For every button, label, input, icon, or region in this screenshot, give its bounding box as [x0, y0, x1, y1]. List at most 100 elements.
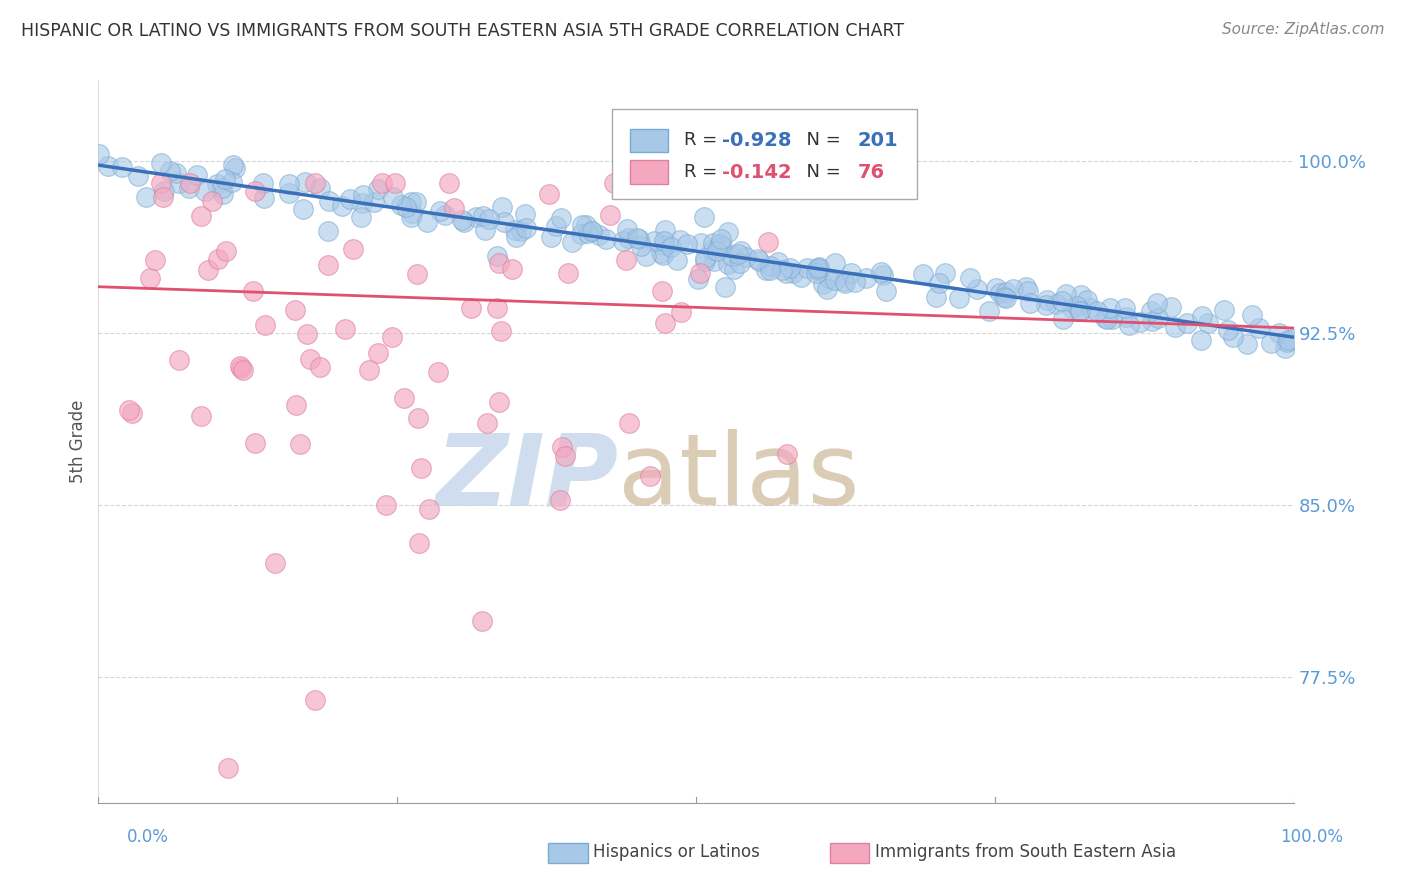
Point — [1277, 333, 1299, 347]
Point — [651, 284, 673, 298]
Point — [252, 176, 274, 190]
Point — [652, 237, 675, 252]
Point — [1260, 336, 1282, 351]
Point — [617, 416, 640, 430]
Point — [167, 176, 190, 190]
Point — [688, 272, 710, 286]
Text: 76: 76 — [858, 162, 884, 182]
Point — [1050, 293, 1073, 308]
Point — [806, 266, 828, 280]
Point — [855, 271, 877, 285]
Point — [401, 206, 423, 220]
Point — [672, 177, 695, 191]
Y-axis label: 5th Grade: 5th Grade — [69, 400, 87, 483]
Point — [232, 362, 254, 376]
Point — [245, 185, 267, 199]
Point — [1076, 293, 1098, 307]
Point — [544, 219, 567, 233]
Point — [1140, 314, 1163, 328]
Point — [339, 192, 361, 206]
Point — [612, 234, 634, 248]
Point — [1197, 316, 1219, 330]
Point — [342, 242, 364, 256]
Point — [1099, 301, 1122, 315]
Point — [759, 263, 782, 277]
Point — [770, 262, 793, 277]
Point — [465, 210, 488, 224]
Point — [1018, 295, 1040, 310]
Point — [405, 267, 427, 281]
Point — [229, 359, 252, 373]
Point — [190, 209, 212, 223]
Point — [666, 253, 689, 268]
Point — [350, 210, 373, 224]
Point — [717, 225, 740, 239]
Point — [416, 215, 439, 229]
Point — [709, 237, 731, 252]
Point — [316, 223, 339, 237]
Point — [723, 261, 745, 276]
Point — [1070, 288, 1092, 302]
FancyBboxPatch shape — [613, 109, 917, 200]
Point — [557, 266, 579, 280]
Point — [575, 218, 598, 232]
Point — [775, 266, 797, 280]
Point — [669, 304, 692, 318]
Point — [995, 291, 1018, 305]
Point — [437, 177, 460, 191]
Point — [734, 177, 756, 191]
Point — [755, 263, 778, 277]
Point — [309, 359, 332, 374]
Point — [1189, 333, 1212, 347]
Point — [966, 282, 988, 296]
Point — [264, 556, 287, 570]
Text: N =: N = — [796, 163, 846, 181]
Point — [1147, 310, 1170, 325]
Point — [654, 223, 676, 237]
Point — [152, 190, 174, 204]
Point — [717, 257, 740, 271]
Point — [1164, 320, 1187, 334]
Point — [1268, 326, 1291, 340]
Point — [668, 233, 690, 247]
Point — [869, 265, 891, 279]
Point — [453, 214, 475, 228]
Point — [443, 201, 465, 215]
Point — [834, 277, 856, 291]
Point — [201, 194, 224, 209]
Point — [121, 406, 143, 420]
Point — [806, 262, 828, 277]
Point — [118, 403, 141, 417]
Point — [1017, 284, 1039, 298]
Point — [460, 301, 482, 315]
Point — [451, 212, 474, 227]
Point — [703, 254, 725, 268]
Point — [186, 169, 208, 183]
Point — [1241, 308, 1264, 322]
Point — [381, 330, 404, 344]
Point — [636, 249, 658, 263]
Point — [959, 271, 981, 285]
Point — [217, 761, 239, 775]
Point — [824, 256, 846, 270]
Point — [702, 235, 724, 250]
Point — [295, 327, 318, 342]
Point — [834, 274, 856, 288]
Point — [735, 250, 758, 264]
Point — [706, 244, 728, 259]
Point — [1097, 311, 1119, 326]
Point — [806, 263, 828, 277]
Point — [711, 239, 734, 253]
Point — [145, 252, 167, 267]
Point — [399, 210, 422, 224]
Point — [409, 461, 432, 475]
Point — [165, 166, 187, 180]
Text: -0.928: -0.928 — [723, 131, 792, 150]
Point — [478, 212, 501, 227]
Point — [571, 218, 593, 232]
Point — [405, 194, 427, 209]
Point — [628, 232, 651, 246]
Point — [139, 271, 162, 285]
Point — [993, 290, 1015, 304]
Point — [505, 229, 527, 244]
